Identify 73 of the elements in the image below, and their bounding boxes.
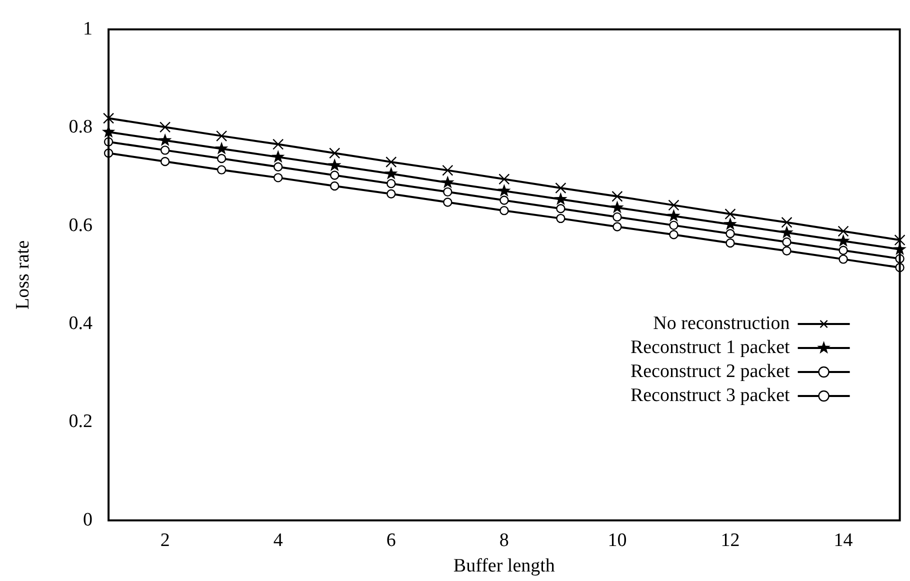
point: [330, 170, 340, 180]
point: [838, 254, 848, 264]
point: [328, 158, 342, 172]
point: [554, 192, 568, 205]
x-tick-label: 14: [834, 530, 854, 551]
y-axis-title: Loss rate: [12, 240, 34, 310]
point: [441, 176, 454, 188]
legend-label: No reconstruction: [653, 312, 790, 334]
point: [669, 220, 678, 230]
point: [726, 238, 735, 248]
point: [782, 237, 792, 247]
point: [610, 200, 624, 214]
y-tick-label: 0.4: [68, 312, 94, 334]
legend-label: Reconstruct 1 packet: [630, 336, 791, 358]
point: [836, 234, 850, 247]
point: [669, 230, 678, 240]
point: [386, 189, 396, 198]
point: [274, 162, 283, 172]
point: [667, 208, 680, 222]
point: [555, 182, 566, 194]
point: [498, 174, 510, 185]
point: [556, 204, 566, 214]
point: [386, 178, 396, 188]
point: [500, 196, 509, 205]
point: [160, 146, 170, 155]
legend-label: Reconstruct 2 packet: [630, 360, 791, 382]
point: [216, 165, 226, 174]
point: [274, 173, 283, 182]
point: [724, 208, 736, 220]
x-tick-label: 4: [273, 530, 284, 551]
point: [216, 154, 226, 164]
point: [158, 133, 172, 146]
point: [668, 200, 680, 211]
point: [726, 229, 735, 238]
point: [384, 166, 398, 180]
y-tick-label: 0.8: [68, 116, 93, 138]
point: [838, 226, 849, 237]
legend-label: Reconstruct 3 packet: [630, 384, 791, 406]
x-axis-title: Buffer length: [453, 556, 556, 577]
point: [443, 187, 452, 197]
point: [498, 184, 511, 197]
point: [103, 112, 114, 124]
y-tick-label: 0: [83, 509, 93, 530]
x-tick-label: 10: [608, 530, 627, 551]
point: [443, 198, 452, 207]
point: [612, 190, 623, 202]
point: [556, 214, 566, 224]
x-tick-label: 6: [386, 530, 396, 551]
point: [500, 206, 509, 216]
point: [160, 156, 170, 166]
point: [271, 150, 285, 163]
point: [330, 181, 340, 191]
point: [724, 217, 737, 230]
point: [214, 142, 228, 154]
point: [216, 130, 228, 142]
point: [442, 164, 454, 176]
point: [780, 226, 794, 238]
point: [272, 138, 284, 150]
point: [329, 148, 340, 159]
point: [612, 212, 622, 222]
point: [160, 122, 171, 133]
point: [838, 246, 848, 255]
x-tick-label: 2: [160, 530, 170, 551]
point: [782, 246, 792, 256]
point: [386, 156, 397, 168]
x-tick-label: 8: [499, 530, 509, 551]
point: [612, 222, 622, 232]
y-tick-label: 0.6: [68, 214, 93, 236]
point: [894, 234, 906, 246]
y-tick-label: 1: [83, 18, 93, 40]
x-tick-label: 12: [720, 530, 740, 551]
point: [781, 216, 792, 228]
y-tick-label: 0.2: [68, 411, 93, 432]
